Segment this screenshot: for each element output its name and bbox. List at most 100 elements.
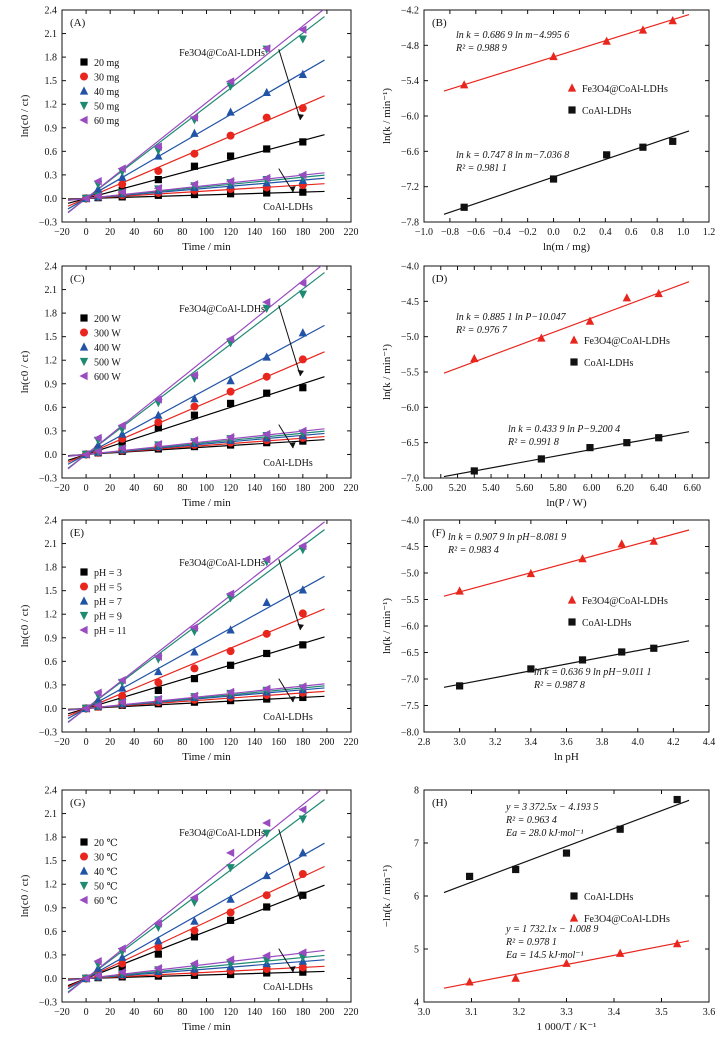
panel-e: −20 0 20 40 60 80 100 120 140 160 180 200 220 −0.3 0.0… bbox=[19, 516, 359, 764]
x-tick-label: 60 bbox=[153, 737, 163, 748]
data-point bbox=[299, 641, 307, 649]
data-point bbox=[669, 137, 677, 145]
data-point bbox=[263, 649, 271, 658]
data-point bbox=[117, 944, 126, 953]
plot-frame bbox=[423, 9, 710, 223]
regression-equation: ln k = 0.433 9 ln P−9.200 4 bbox=[508, 424, 620, 435]
regression-equation: R² = 0.981 1 bbox=[455, 163, 507, 174]
data-point bbox=[226, 625, 235, 634]
x-tick-label: 0.4 bbox=[599, 227, 612, 238]
data-point bbox=[93, 701, 102, 710]
x-tick-label: 80 bbox=[177, 1007, 187, 1018]
data-point bbox=[226, 916, 235, 924]
x-tick-label: 20 bbox=[105, 227, 115, 238]
x-tick-label: 60 bbox=[153, 227, 163, 238]
x-tick-label: 3.0 bbox=[453, 737, 466, 748]
data-point bbox=[618, 648, 626, 656]
x-axis-label: ln(P / W) bbox=[546, 497, 587, 509]
data-point bbox=[262, 951, 271, 960]
data-point bbox=[154, 678, 163, 687]
legend-marker bbox=[79, 625, 88, 635]
data-point bbox=[226, 647, 235, 656]
x-tick-label: 60 bbox=[153, 1007, 163, 1018]
x-tick-label: 1.0 bbox=[677, 227, 690, 238]
data-point bbox=[226, 864, 235, 873]
x-axis-label: Time / min bbox=[182, 241, 231, 253]
y-tick-label: −7.5 bbox=[401, 701, 419, 712]
fit-line bbox=[443, 13, 690, 92]
legend-label: 400 W bbox=[94, 343, 121, 354]
data-point bbox=[262, 304, 271, 313]
data-point bbox=[511, 973, 520, 982]
legend-label: 60 mg bbox=[94, 116, 119, 127]
y-tick-label: 1.2 bbox=[45, 100, 58, 111]
y-tick-label: 0.3 bbox=[45, 950, 58, 961]
y-tick-label: −6.5 bbox=[401, 648, 419, 659]
x-tick-label: −0.6 bbox=[467, 227, 485, 238]
data-point bbox=[226, 131, 235, 140]
x-tick-label: −0.4 bbox=[493, 227, 511, 238]
legend-label: pH = 7 bbox=[94, 597, 122, 608]
regression-equation: Ea = 14.5 kJ·mol⁻¹ bbox=[505, 950, 584, 961]
panel-g: −20 0 20 40 60 80 100 120 140 160 180 200 220 −0.3 0.0… bbox=[19, 786, 359, 1034]
data-point bbox=[622, 293, 632, 302]
panel-title: (E) bbox=[70, 527, 84, 539]
plot-area bbox=[443, 281, 690, 478]
data-point bbox=[153, 652, 162, 661]
data-point bbox=[154, 936, 163, 945]
x-axis-label: Time / min bbox=[182, 1021, 231, 1033]
y-tick-label: −0.3 bbox=[39, 998, 57, 1009]
y-tick-label: 8 bbox=[414, 786, 419, 797]
fit-line bbox=[67, 272, 325, 469]
data-point bbox=[226, 107, 235, 116]
x-tick-label: 200 bbox=[319, 737, 334, 748]
y-tick-label: −0.3 bbox=[39, 728, 57, 739]
data-point bbox=[189, 893, 199, 902]
x-tick-label: 180 bbox=[295, 1007, 310, 1018]
data-point bbox=[668, 16, 677, 25]
plot-frame bbox=[423, 265, 710, 479]
panel-title: (H) bbox=[432, 797, 448, 809]
fit-line bbox=[67, 608, 325, 717]
data-point bbox=[298, 25, 307, 34]
legend-label: 40 ℃ bbox=[94, 867, 118, 878]
x-tick-label: 0 bbox=[84, 483, 89, 494]
data-point bbox=[470, 353, 479, 363]
data-point bbox=[586, 444, 594, 452]
y-tick-label: 2.1 bbox=[45, 539, 58, 550]
y-tick-label: 1.8 bbox=[45, 309, 58, 320]
data-point bbox=[262, 87, 271, 97]
data-point bbox=[189, 113, 199, 122]
legend-marker bbox=[570, 358, 578, 366]
annotation-fe-label: Fe3O4@CoAl-LDHs bbox=[179, 828, 265, 839]
x-tick-label: 5.00 bbox=[415, 483, 433, 494]
data-point bbox=[117, 164, 126, 173]
data-point bbox=[225, 589, 235, 599]
x-tick-label: 3.1 bbox=[465, 1007, 478, 1018]
legend-label: 300 W bbox=[94, 328, 121, 339]
data-point bbox=[298, 585, 308, 594]
legend-marker bbox=[79, 357, 89, 367]
data-point bbox=[117, 697, 126, 707]
y-tick-label: 0.3 bbox=[45, 426, 58, 437]
legend-label: pH = 5 bbox=[94, 582, 122, 593]
legend-marker bbox=[569, 913, 579, 922]
legend-label: 200 W bbox=[94, 314, 121, 325]
y-tick-label: 2.1 bbox=[45, 29, 58, 40]
data-point bbox=[262, 829, 271, 838]
x-tick-label: 5.20 bbox=[449, 483, 467, 494]
x-tick-label: 1.2 bbox=[703, 227, 716, 238]
x-tick-label: 3.4 bbox=[525, 737, 538, 748]
x-tick-label: 0.8 bbox=[651, 227, 664, 238]
y-tick-label: −6.0 bbox=[401, 112, 419, 123]
legend-marker bbox=[79, 881, 89, 891]
y-tick-label: 1.5 bbox=[45, 76, 58, 87]
data-point bbox=[262, 555, 271, 564]
legend-label: 500 W bbox=[94, 357, 121, 368]
data-point bbox=[118, 172, 127, 181]
y-tick-label: 0.9 bbox=[45, 123, 58, 134]
x-tick-label: 140 bbox=[247, 737, 262, 748]
data-point bbox=[226, 152, 235, 160]
legend-marker bbox=[80, 328, 88, 337]
x-tick-label: 140 bbox=[247, 483, 262, 494]
